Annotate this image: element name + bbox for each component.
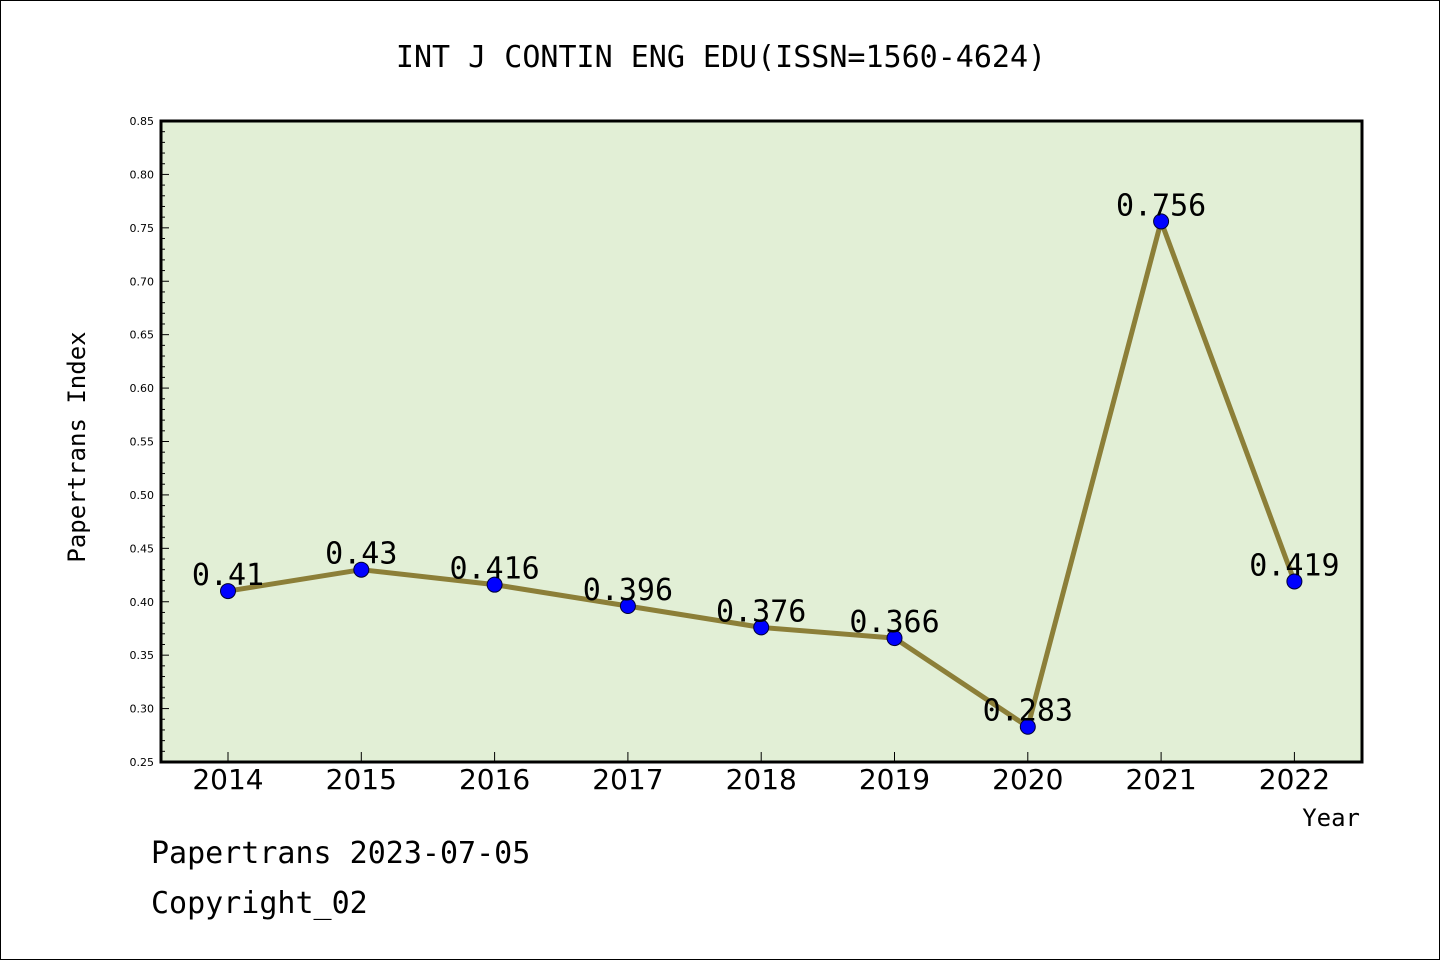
data-point	[619, 598, 636, 615]
y-tick-label: 0.40	[130, 596, 155, 609]
y-tick-label: 0.60	[130, 382, 155, 395]
y-tick-label: 0.80	[130, 168, 155, 181]
y-tick-label: 0.45	[130, 542, 155, 555]
x-tick-label: 2017	[592, 763, 663, 796]
y-axis-title: Papertrans Index	[63, 331, 91, 562]
x-tick-label: 2015	[326, 763, 397, 796]
chart-title: INT J CONTIN ENG EDU(ISSN=1560-4624)	[396, 40, 1046, 75]
x-tick-label: 2020	[992, 763, 1063, 796]
data-label: 0.41	[192, 558, 264, 593]
x-tick-label: 2019	[859, 763, 930, 796]
data-labels: 0.41 0.43 0.416 0.396 0.376 0.366 0.283 0.756 0.…	[192, 188, 1340, 728]
data-point	[1019, 718, 1036, 735]
data-label: 0.416	[449, 552, 539, 587]
data-label: 0.43	[325, 537, 397, 572]
data-point	[753, 619, 770, 636]
y-tick-label: 0.30	[130, 703, 155, 716]
data-label: 0.283	[983, 694, 1073, 729]
y-axis: 0.25 0.30 0.35 0.40 0.45 0.50 0.55 0.60 0.65 0.70…	[130, 115, 169, 769]
data-label: 0.376	[716, 594, 806, 629]
footer-copyright: Copyright_02	[151, 886, 368, 921]
x-tick-label: 2018	[726, 763, 797, 796]
y-tick-label: 0.35	[130, 649, 155, 662]
data-label: 0.396	[583, 573, 673, 608]
y-tick-label: 0.85	[130, 115, 155, 128]
y-tick-label: 0.55	[130, 436, 155, 449]
y-tick-label: 0.25	[130, 756, 155, 769]
series-line	[220, 213, 1303, 735]
x-tick-label: 2021	[1125, 763, 1196, 796]
footer-date: Papertrans 2023-07-05	[151, 836, 531, 871]
x-axis-title: Year	[1302, 804, 1360, 832]
data-point	[353, 561, 370, 578]
x-tick-label: 2014	[192, 763, 263, 796]
data-point	[486, 576, 503, 593]
data-point	[886, 630, 903, 647]
data-label: 0.756	[1116, 188, 1206, 223]
data-point	[1286, 573, 1303, 590]
data-label: 0.419	[1249, 548, 1339, 583]
x-tick-label: 2022	[1259, 763, 1330, 796]
y-tick-label: 0.65	[130, 329, 155, 342]
x-axis: 2014 2015 2016 2017 2018 2019 2020 2021 2022	[192, 752, 1330, 796]
y-tick-label: 0.70	[130, 275, 155, 288]
y-tick-label: 0.75	[130, 222, 155, 235]
data-point	[220, 583, 236, 600]
y-tick-label: 0.50	[130, 489, 155, 502]
data-point	[1153, 213, 1170, 230]
data-label: 0.366	[849, 605, 939, 640]
x-tick-label: 2016	[459, 763, 530, 796]
